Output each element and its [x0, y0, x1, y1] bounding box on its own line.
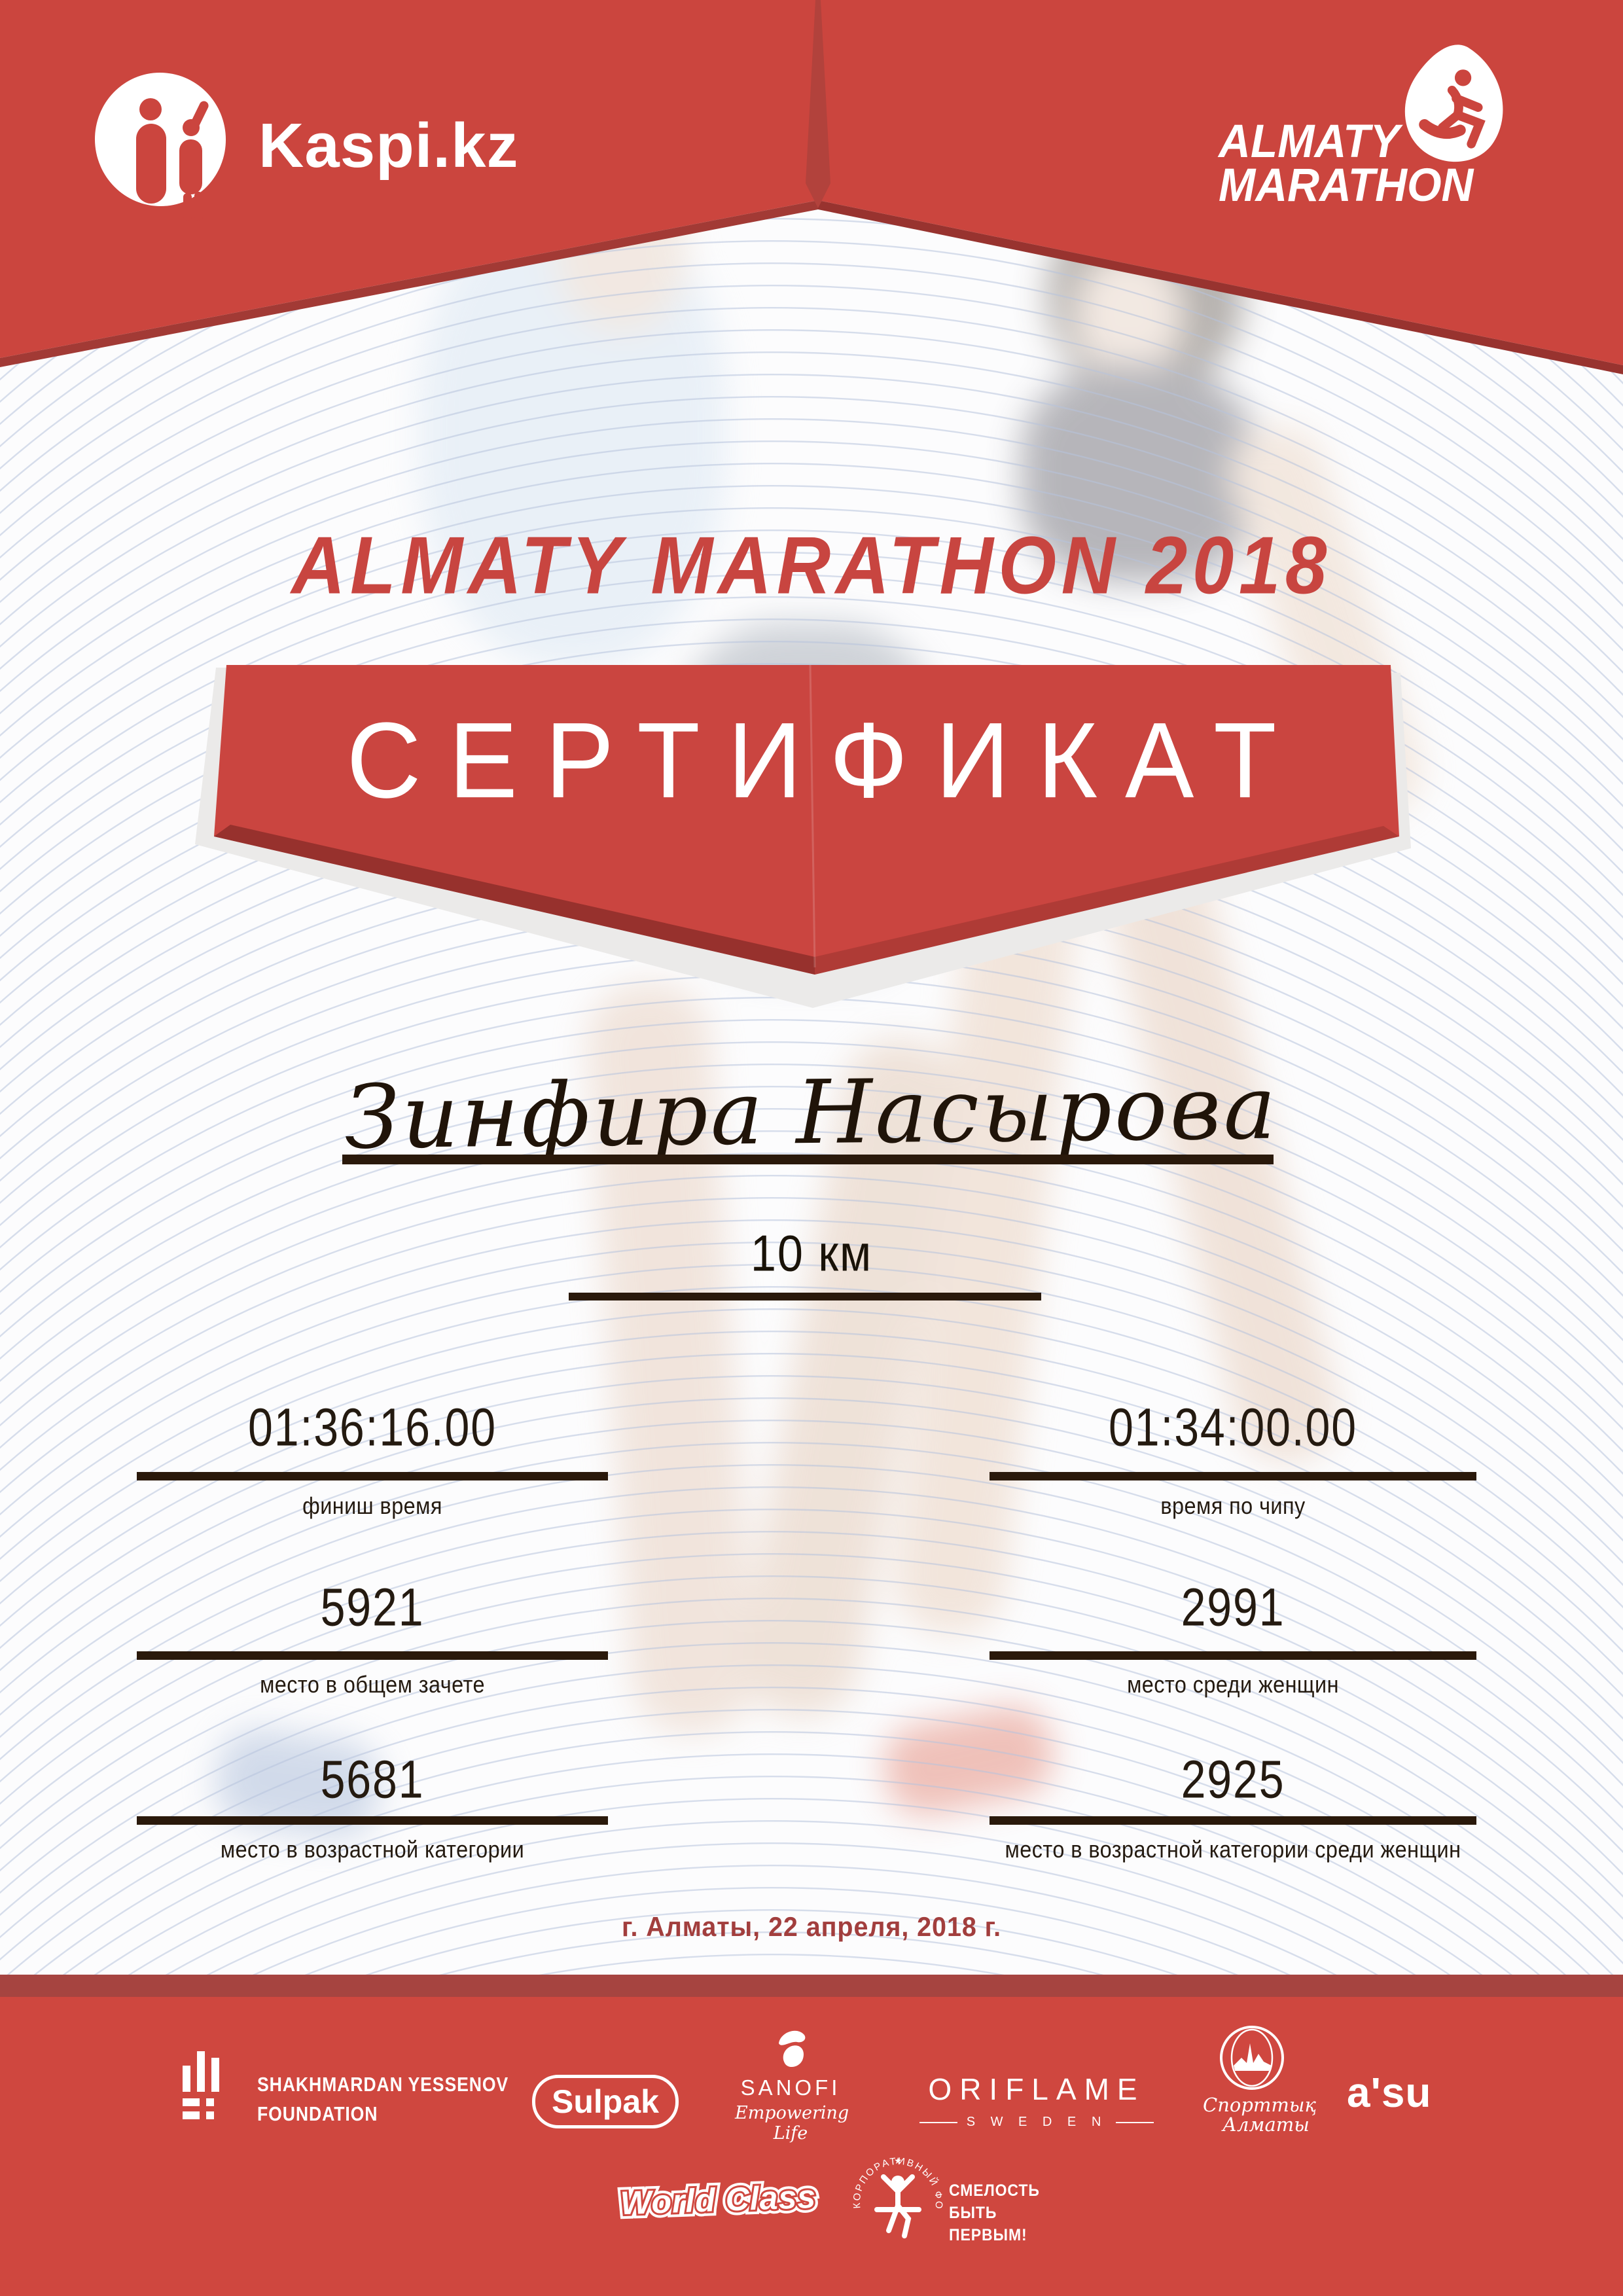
chip-time-value: 01:34:00.00 [1109, 1397, 1357, 1458]
top-banner [0, 0, 1623, 374]
sport-almaty-line1: Спорттық [1203, 2094, 1317, 2116]
fond-line1: СМЕЛОСТЬ [949, 2181, 1040, 2200]
age-women-place-rule [990, 1816, 1476, 1825]
certificate-label: СЕРТИФИКАТ [346, 700, 1304, 821]
ribbon-right-shadow [815, 826, 1399, 975]
yessenov-line1: SHAKHMARDAN YESSENOV [257, 2073, 509, 2096]
banner-right-fold-shadow [818, 200, 1623, 374]
finish-time-label: финиш время [302, 1492, 442, 1519]
world-class-label: World Class [620, 2178, 817, 2222]
results-left-column: 01:36:16.00 финиш время 5921 место в общ… [111, 0, 634, 1898]
asu-label: a'su [1347, 2069, 1432, 2116]
footer [0, 1997, 1623, 2296]
chip-time-label: время по чипу [1160, 1492, 1306, 1519]
overall-place-label: место в общем зачете [260, 1671, 485, 1698]
photo-shape [1021, 367, 1257, 583]
results-right-column: 01:34:00.00 время по чипу 2991 место сре… [971, 0, 1495, 1898]
age-women-place-value: 2925 [1181, 1749, 1285, 1810]
name-rule [342, 1155, 1274, 1164]
women-place-value: 2991 [1181, 1577, 1285, 1638]
yessenov-foundation-icon [183, 2051, 219, 2119]
overall-place-rule [137, 1651, 608, 1660]
footer-stripe [0, 1975, 1623, 1997]
sanofi-tagline: Empowering Life [735, 2103, 849, 2144]
fond-text: СМЕЛОСТЬ БЫТЬ ПЕРВЫМ! [949, 2179, 1040, 2257]
event-title: ALMATY MARATHON 2018 [291, 520, 1332, 611]
kaspi-logo-text: Kaspi.kz [259, 111, 519, 181]
age-place-value: 5681 [320, 1749, 425, 1810]
distance-rule [569, 1293, 1041, 1300]
date-line: г. Алматы, 22 апреля, 2018 г. [622, 1911, 1001, 1942]
finish-time-value: 01:36:16.00 [248, 1397, 497, 1458]
yessenov-foundation-text: SHAKHMARDAN YESSENOV FOUNDATION [257, 2070, 508, 2128]
sanofi-logo: SANOFI Empowering Life [735, 2029, 849, 2144]
yessenov-line2: FOUNDATION [257, 2102, 378, 2125]
sanofi-name: SANOFI [740, 2075, 841, 2100]
oriflame-sub: S W E D E N [966, 2115, 1107, 2129]
women-place-rule [990, 1651, 1476, 1660]
participant-distance: 10 км [750, 1224, 873, 1282]
ribbon-crease [809, 664, 816, 968]
sport-almaty-logo: Спорттық Алматы [1203, 2024, 1317, 2136]
age-place-rule [137, 1816, 608, 1825]
oriflame-logo: ORIFLAME S W E D E N [915, 2072, 1158, 2130]
almaty-marathon-logo-text: ALMATY MARATHON [1219, 115, 1474, 211]
oriflame-dash-left [919, 2121, 957, 2123]
women-place-label: место среди женщин [1127, 1671, 1339, 1698]
almaty-marathon-logo-icon [1404, 45, 1503, 162]
sulpak-label: Sulpak [552, 2083, 659, 2120]
fond-runner-icon: КОРПОРАТИВНЫЙ ФОНД ★ [852, 2139, 943, 2238]
finish-time-rule [137, 1472, 608, 1480]
age-place-label: место в возрастной категории [220, 1836, 525, 1863]
chip-time-rule [990, 1472, 1476, 1480]
sulpak-logo: Sulpak [532, 2075, 679, 2128]
banner-center-crease [806, 0, 830, 208]
runner-figure [1419, 69, 1486, 149]
kaspi-family-figures [136, 98, 209, 226]
fond-line3: ПЕРВЫМ! [949, 2226, 1027, 2244]
age-women-place-label: место в возрастной категории среди женщи… [1005, 1836, 1461, 1863]
world-class-logo: World Class World Class World Class [615, 2174, 821, 2226]
sanofi-bird-icon [779, 2030, 806, 2068]
certificate-ribbon [195, 664, 1411, 1008]
overall-place-value: 5921 [320, 1577, 425, 1638]
fond-smelost-logo: КОРПОРАТИВНЫЙ ФОНД ★ СМЕЛОСТЬ БЫТЬ ПЕРВЫ… [852, 2139, 1048, 2257]
asu-logo: a'su [1347, 2068, 1432, 2117]
sport-almaty-emblem-icon [1220, 2026, 1284, 2090]
fond-star: ★ [894, 2155, 902, 2166]
kaspi-logo-icon [94, 73, 226, 226]
oriflame-dash-right [1116, 2121, 1154, 2123]
banner-left-fold-shadow [0, 200, 818, 367]
sport-almaty-line2: Алматы [1222, 2113, 1310, 2136]
fond-line2: БЫТЬ [949, 2204, 997, 2222]
am-line1: ALMATY [1219, 115, 1400, 168]
oriflame-name: ORIFLAME [928, 2072, 1145, 2106]
ribbon-left-shadow [214, 825, 815, 975]
am-line2: MARATHON [1219, 158, 1474, 211]
